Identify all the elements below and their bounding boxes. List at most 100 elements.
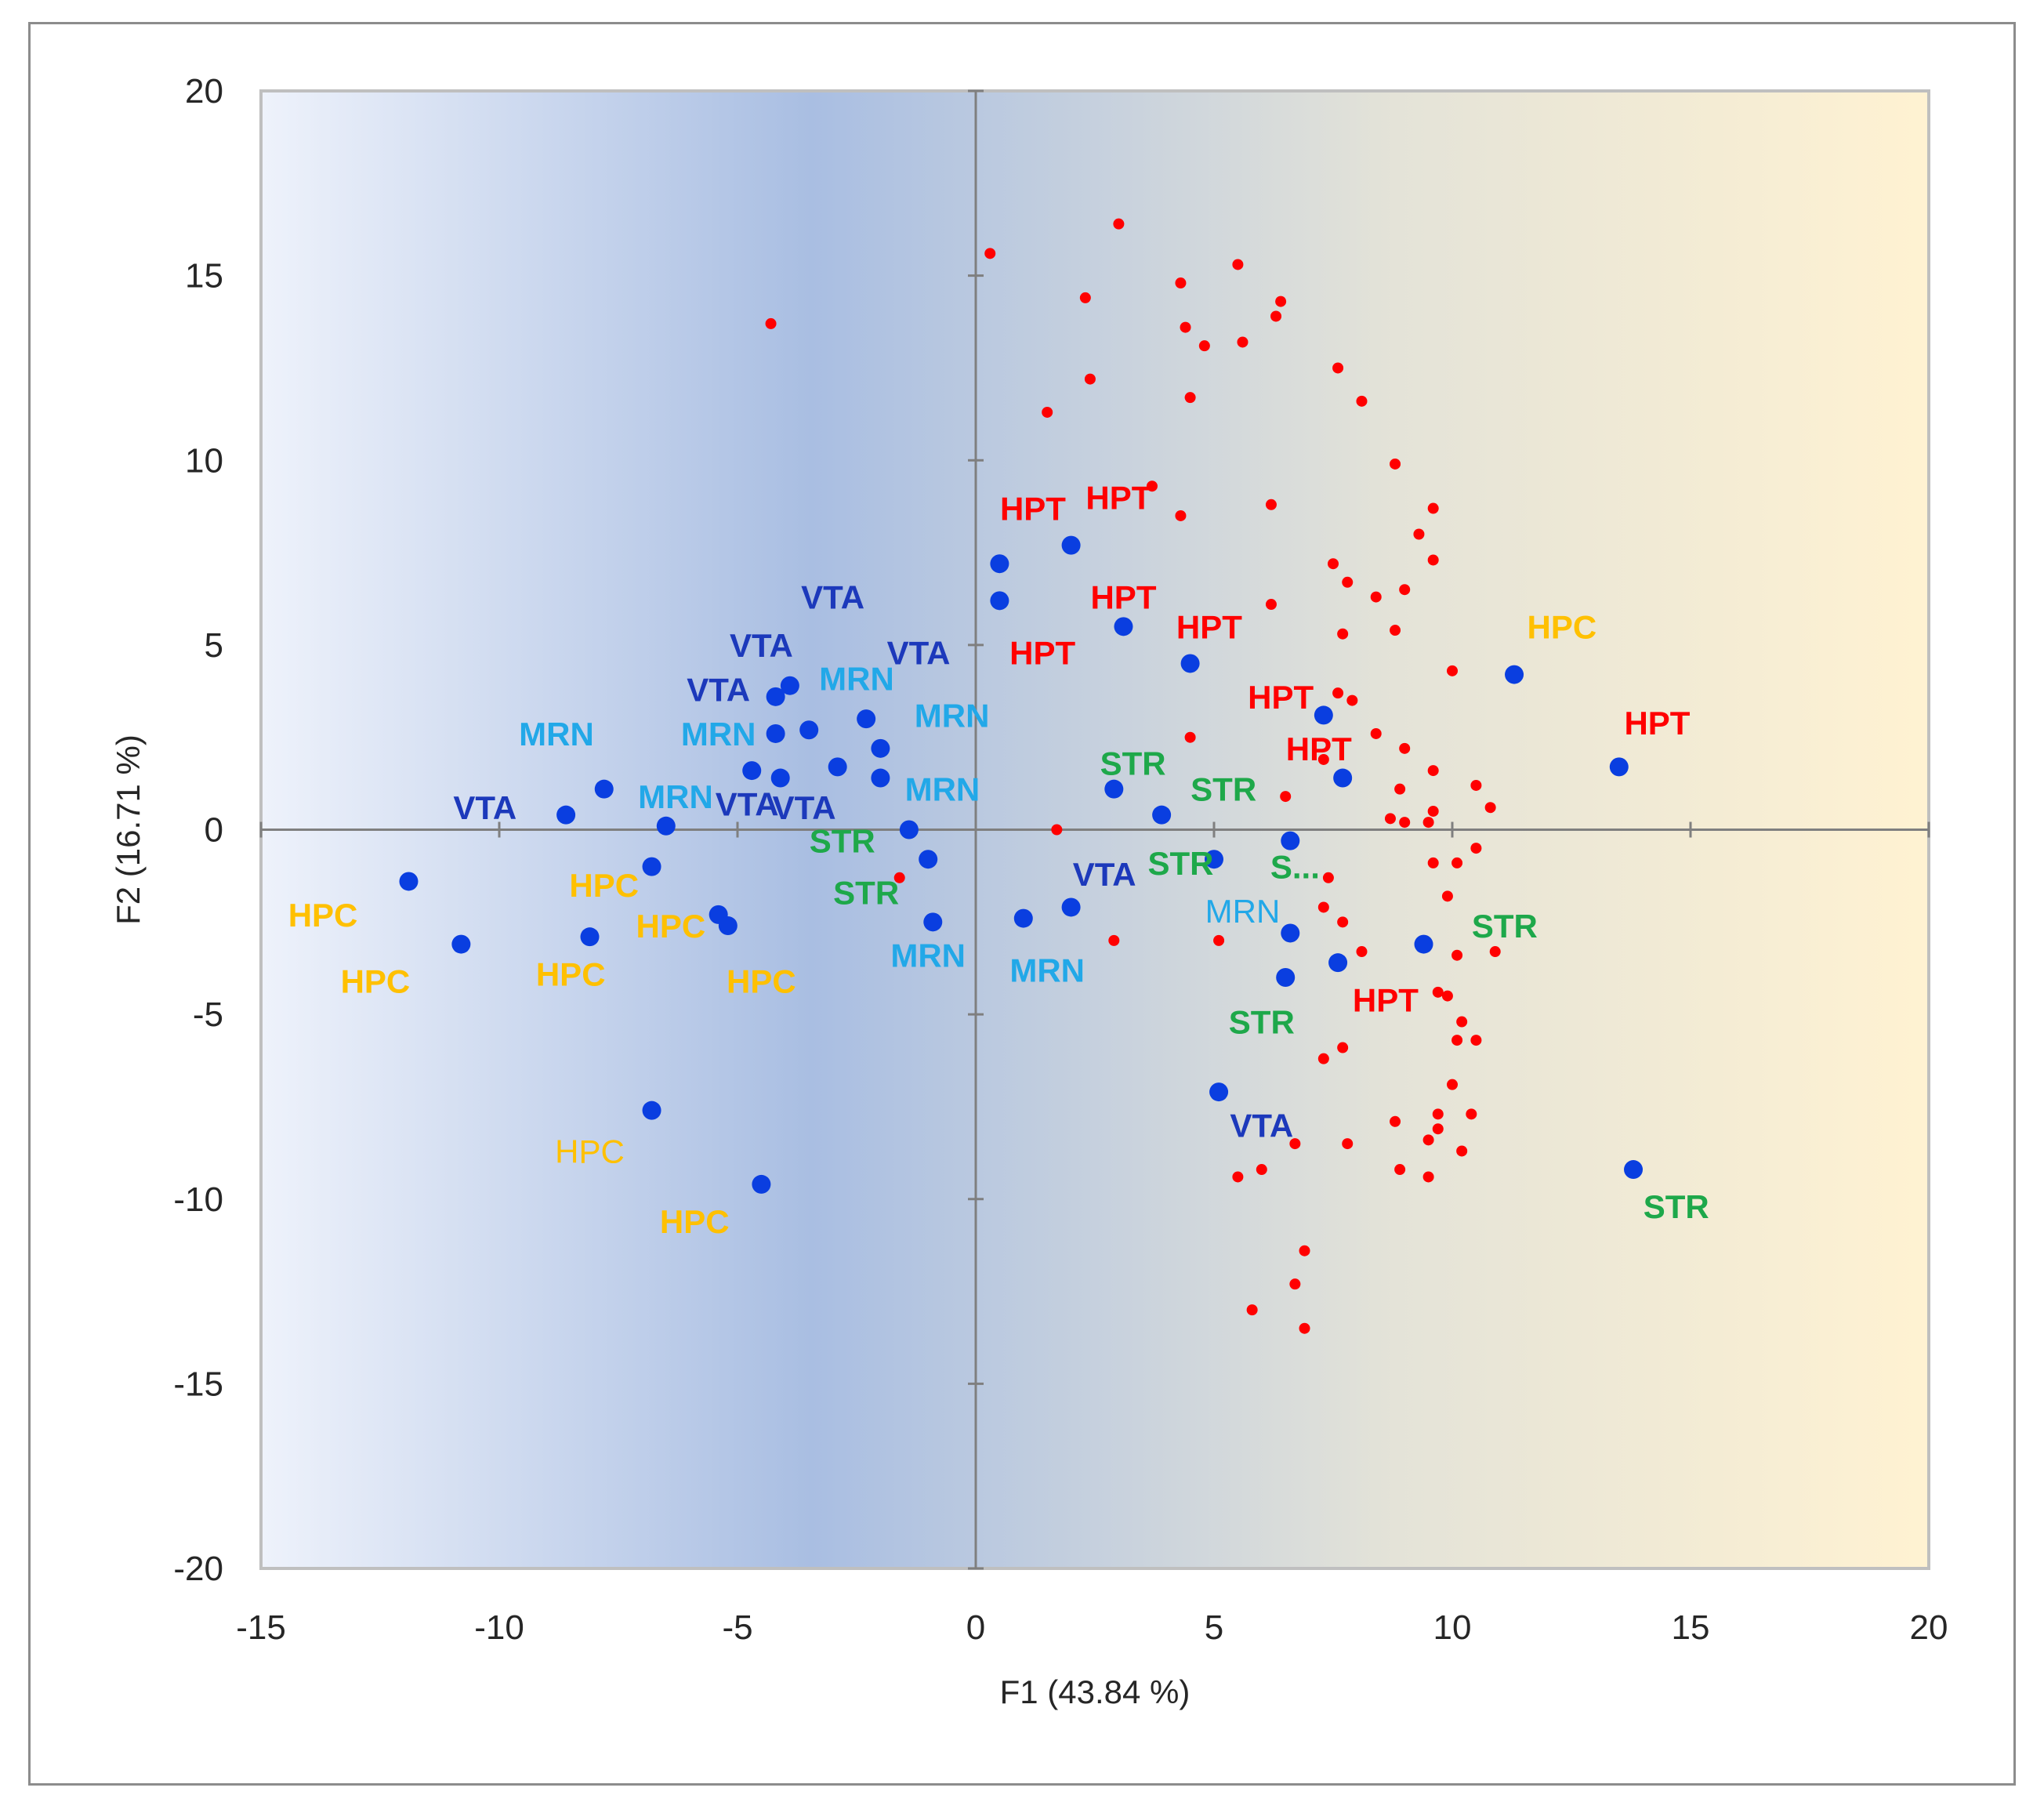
point-label-vta: VTA bbox=[687, 671, 750, 708]
variable-point bbox=[1422, 817, 1434, 829]
variable-point bbox=[1427, 502, 1439, 514]
point-label-vta: VTA bbox=[773, 789, 836, 826]
observation-point bbox=[399, 872, 419, 891]
variable-point bbox=[1451, 949, 1463, 961]
observation-point bbox=[871, 738, 890, 758]
y-tick-label: -20 bbox=[173, 1550, 223, 1588]
variable-point bbox=[1441, 890, 1453, 902]
variable-point bbox=[1332, 362, 1344, 374]
point-label-hpt: HPT bbox=[1624, 705, 1690, 742]
variable-point bbox=[1180, 321, 1191, 333]
observation-point bbox=[1104, 779, 1124, 799]
variable-point bbox=[1447, 1079, 1458, 1090]
observation-point bbox=[1505, 665, 1524, 684]
variable-point bbox=[1432, 986, 1444, 998]
point-label-mrn: MRN bbox=[519, 716, 594, 752]
variable-point bbox=[1317, 901, 1329, 913]
variable-point bbox=[1175, 509, 1187, 521]
variable-point bbox=[893, 872, 905, 883]
point-label-hpt: HPT bbox=[1353, 981, 1419, 1018]
variable-point bbox=[1332, 687, 1344, 699]
observation-point bbox=[799, 720, 819, 740]
variable-point bbox=[1356, 946, 1368, 958]
variable-point bbox=[1042, 406, 1053, 418]
observation-point bbox=[828, 757, 847, 777]
point-label-hpc: HPC bbox=[341, 963, 411, 1000]
observation-point bbox=[1609, 757, 1629, 777]
point-label-hpc: HPC bbox=[660, 1203, 730, 1240]
point-label-hpc: HPC bbox=[536, 955, 606, 992]
observation-point bbox=[1281, 831, 1300, 850]
variable-point bbox=[1441, 990, 1453, 1002]
observation-point bbox=[1013, 908, 1033, 928]
point-label-hpt: HPT bbox=[1286, 731, 1352, 767]
observation-point bbox=[1180, 654, 1200, 673]
variable-point bbox=[1413, 528, 1425, 540]
variable-point bbox=[1289, 1138, 1301, 1150]
y-tick-label: 10 bbox=[185, 441, 223, 480]
x-tick-label: -5 bbox=[722, 1608, 752, 1647]
point-label-mrn: MRN bbox=[638, 778, 713, 815]
point-label-hpc: HPC bbox=[569, 867, 639, 904]
point-label-hpt: HPT bbox=[1248, 679, 1314, 716]
variable-point bbox=[1184, 731, 1196, 743]
variable-point bbox=[1390, 625, 1401, 636]
ticks: -15 -10 -5 0 5 10 15 20 20 15 10 5 0 -5 -10 -15 -20 bbox=[173, 72, 1948, 1647]
variable-point bbox=[1299, 1322, 1310, 1334]
observation-point bbox=[1152, 805, 1172, 825]
observation-point bbox=[990, 591, 1009, 611]
x-tick-label: 15 bbox=[1672, 1608, 1710, 1647]
observation-point bbox=[556, 805, 576, 825]
variable-point bbox=[1299, 1245, 1310, 1256]
variable-point bbox=[1265, 499, 1277, 510]
observation-point bbox=[766, 723, 785, 743]
x-axis-title: F1 (43.84 %) bbox=[1000, 1673, 1191, 1710]
point-label-str: S... bbox=[1270, 849, 1320, 886]
observation-point bbox=[990, 554, 1009, 574]
point-label-vta: VTA bbox=[1230, 1108, 1293, 1144]
variable-point bbox=[1470, 779, 1482, 791]
point-label-vta: VTA bbox=[887, 634, 951, 671]
variable-point bbox=[1466, 1108, 1477, 1120]
point-label-hpc: HPC bbox=[727, 963, 796, 1000]
variable-point bbox=[1346, 694, 1358, 706]
observation-point bbox=[1333, 768, 1353, 788]
variable-point bbox=[1427, 554, 1439, 566]
x-tick-label: 10 bbox=[1433, 1608, 1472, 1647]
variable-point bbox=[1370, 591, 1382, 603]
observation-point bbox=[1205, 850, 1223, 869]
variable-point bbox=[1394, 783, 1406, 795]
variable-point bbox=[1342, 576, 1354, 588]
variable-point bbox=[1394, 1164, 1406, 1176]
variable-point bbox=[1337, 1042, 1349, 1053]
variable-point bbox=[1470, 843, 1482, 854]
observation-point bbox=[1624, 1160, 1644, 1180]
observation-point bbox=[1061, 535, 1081, 555]
point-label-vta: VTA bbox=[716, 786, 779, 823]
observation-point bbox=[899, 820, 919, 839]
point-label-str: STR bbox=[1644, 1188, 1709, 1225]
observation-point bbox=[780, 676, 799, 695]
point-label-hpc: HPC bbox=[555, 1133, 625, 1169]
variable-point bbox=[1289, 1278, 1301, 1290]
variable-point bbox=[1246, 1304, 1258, 1316]
observation-point bbox=[1281, 923, 1300, 943]
observation-point bbox=[1061, 897, 1081, 917]
variable-point bbox=[1342, 1138, 1354, 1150]
variable-point bbox=[1422, 1171, 1434, 1183]
observation-point bbox=[742, 761, 762, 781]
point-label-hpc: HPC bbox=[288, 897, 358, 934]
variable-point bbox=[1237, 336, 1249, 348]
point-label-mrn: MRN bbox=[681, 716, 756, 752]
y-tick-label: 15 bbox=[185, 257, 223, 296]
variable-point bbox=[1422, 1134, 1434, 1146]
point-labels: HPT HPTHPTHPTHPTHPTHPTHPTHPTHPCHPCHPCHPCH… bbox=[288, 479, 1709, 1240]
variable-point bbox=[984, 248, 996, 259]
variable-point bbox=[1489, 946, 1501, 958]
variable-point bbox=[1051, 824, 1063, 836]
point-label-hpc: HPC bbox=[636, 908, 706, 945]
variable-point bbox=[1456, 1145, 1468, 1157]
point-label-mrn: MRN bbox=[915, 697, 990, 734]
observation-point bbox=[919, 850, 938, 869]
